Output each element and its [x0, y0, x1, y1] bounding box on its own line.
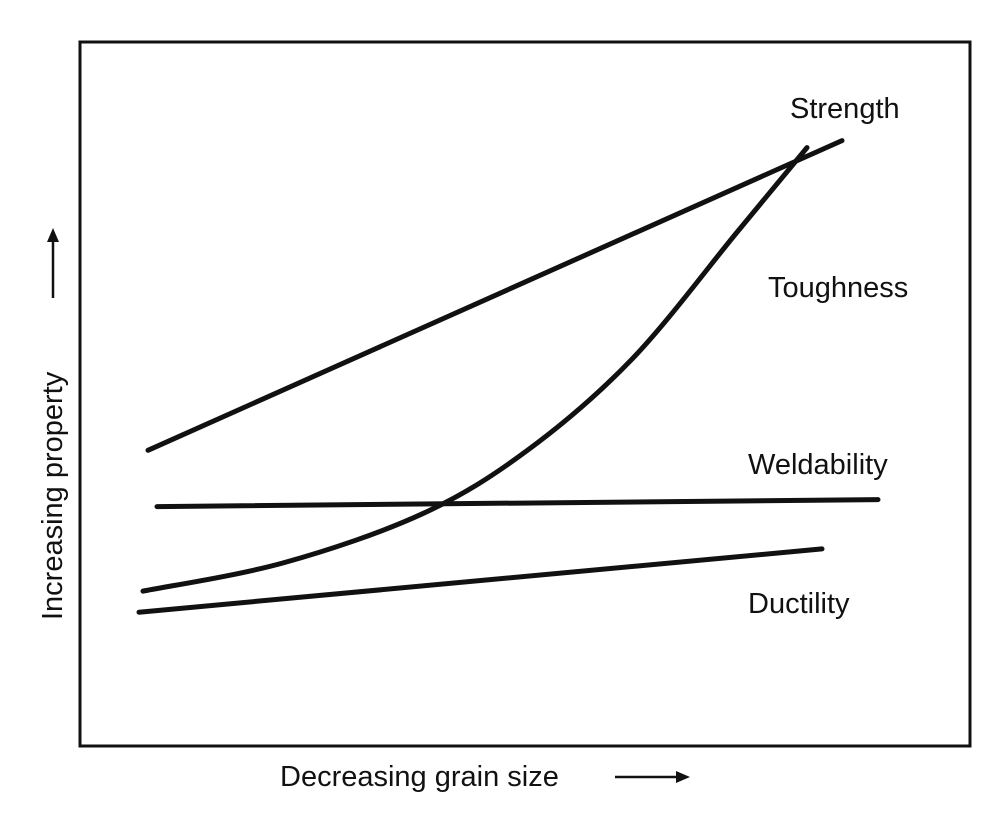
x-axis-arrow — [615, 771, 690, 783]
strength-curve — [148, 141, 842, 451]
plot-frame — [80, 42, 970, 746]
strength-label: Strength — [790, 93, 900, 125]
toughness-curve — [143, 148, 807, 592]
ductility-label: Ductility — [748, 588, 850, 620]
y-axis-label: Increasing property — [37, 371, 69, 620]
ductility-curve — [139, 549, 822, 612]
weldability-curve — [157, 500, 878, 507]
x-axis-label: Decreasing grain size — [280, 761, 559, 793]
toughness-label: Toughness — [768, 272, 908, 304]
y-axis-arrow — [47, 228, 59, 298]
curves-group — [139, 141, 878, 613]
weldability-label: Weldability — [748, 449, 888, 481]
